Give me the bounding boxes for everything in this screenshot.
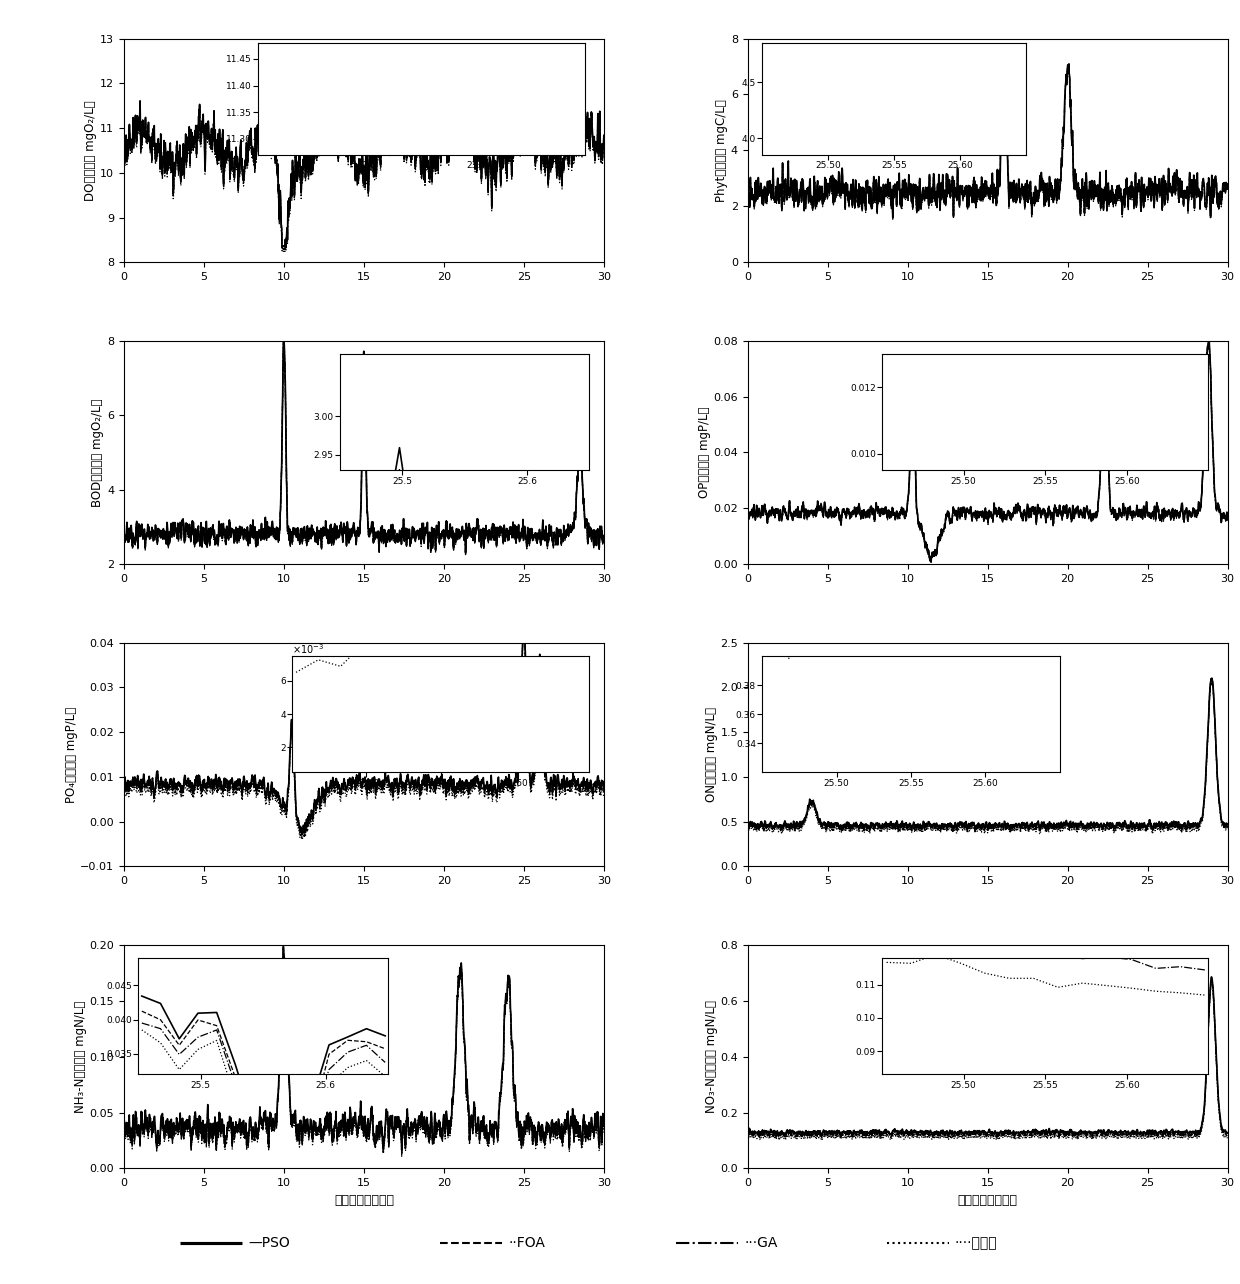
Y-axis label: OP（单位： mgP/L）: OP（单位： mgP/L） (698, 407, 711, 498)
X-axis label: 时间（单位：天）: 时间（单位：天） (334, 1194, 394, 1207)
Y-axis label: NH₃-N（单位： mgN/L）: NH₃-N（单位： mgN/L） (73, 1000, 87, 1113)
Y-axis label: NO₃-N（单位： mgN/L）: NO₃-N（单位： mgN/L） (704, 1000, 718, 1113)
Y-axis label: PO₄（单位： mgP/L）: PO₄（单位： mgP/L） (64, 706, 77, 802)
X-axis label: 时间（单位：天）: 时间（单位：天） (957, 1194, 1018, 1207)
Text: ····真实値: ····真实値 (955, 1236, 997, 1249)
Text: —PSO: —PSO (248, 1236, 290, 1249)
Y-axis label: Phyt（单位： mgC/L）: Phyt（单位： mgC/L） (715, 99, 728, 202)
Y-axis label: BOD（单位： mgO₂/L）: BOD（单位： mgO₂/L） (92, 398, 104, 507)
Y-axis label: DO（单位： mgO₂/L）: DO（单位： mgO₂/L） (84, 100, 98, 200)
Y-axis label: ON（单位： mgN/L）: ON（单位： mgN/L） (704, 707, 718, 802)
Text: ··FOA: ··FOA (508, 1236, 546, 1249)
Text: ···GA: ···GA (744, 1236, 777, 1249)
